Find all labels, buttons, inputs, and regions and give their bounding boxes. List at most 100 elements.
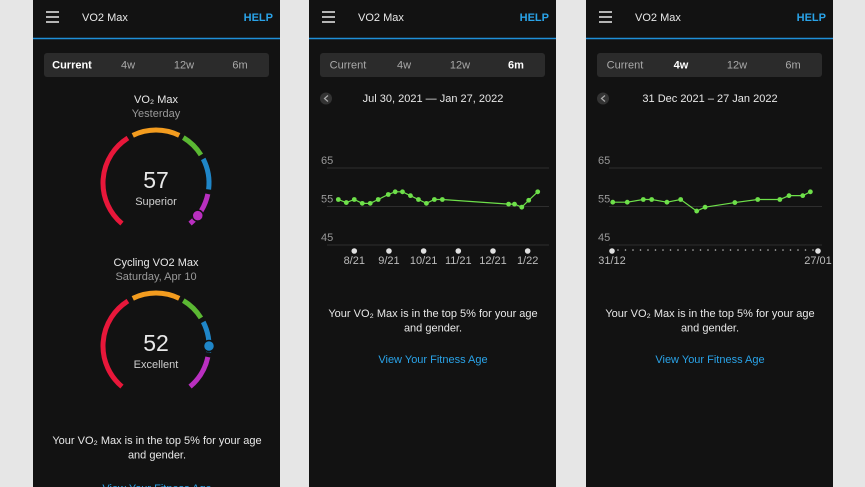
tab[interactable]: 4w <box>674 59 689 71</box>
axis-dot <box>699 249 702 251</box>
x-tick-mark <box>420 248 427 254</box>
help-button[interactable]: HELP <box>797 12 826 24</box>
data-point <box>664 199 670 205</box>
data-point <box>786 193 792 199</box>
data-point <box>439 197 445 202</box>
x-tick-mark <box>455 248 462 254</box>
axis-dot <box>684 249 687 251</box>
tab[interactable]: 6m <box>508 59 524 71</box>
y-tick-label: 55 <box>321 193 333 205</box>
gauge-subtitle: Saturday, Apr 10 <box>115 271 196 283</box>
data-point <box>385 192 391 197</box>
data-point <box>519 204 525 210</box>
back-button[interactable] <box>597 92 609 105</box>
axis-dot <box>639 249 642 251</box>
data-point <box>624 199 630 205</box>
axis-dot <box>752 249 754 251</box>
message-line: Your VO₂ Max is in the top 5% for your a… <box>605 308 814 320</box>
tab[interactable]: 6m <box>232 59 247 71</box>
data-point <box>359 200 365 206</box>
back-button[interactable] <box>320 92 332 105</box>
gauge-value: 57 <box>143 167 169 193</box>
gauge-marker <box>191 209 205 222</box>
axis-dot <box>759 249 762 251</box>
gauge-rating: Superior <box>135 196 177 208</box>
gauge-value: 52 <box>143 330 169 356</box>
data-point <box>732 200 738 205</box>
fitness-age-link[interactable]: View Your Fitness Age <box>102 483 211 487</box>
screen-background <box>586 0 833 487</box>
x-tick-mark <box>609 248 615 254</box>
x-tick-mark <box>386 248 392 254</box>
phone-screen: VO2 Max HELP Current 4w 12w 6m Jul 30, 2021 — … <box>309 0 556 487</box>
data-point <box>351 197 357 202</box>
axis-dot <box>617 249 619 251</box>
tab[interactable]: Current <box>330 59 367 71</box>
back-arrow <box>600 95 606 102</box>
gauge-subtitle: Yesterday <box>132 108 181 120</box>
data-point <box>367 200 373 206</box>
axis-dot <box>654 249 657 251</box>
data-point <box>807 189 813 195</box>
tab[interactable]: Current <box>607 59 644 71</box>
gauge-segment <box>188 193 211 226</box>
screen-background <box>33 0 280 487</box>
tab-bar <box>44 53 269 77</box>
data-point <box>392 189 398 195</box>
fitness-age-link[interactable]: View Your Fitness Age <box>655 354 764 366</box>
message-line: and gender. <box>404 322 462 334</box>
help-button[interactable]: HELP <box>520 12 549 24</box>
data-point <box>640 197 646 202</box>
axis-dot <box>729 249 732 251</box>
y-tick-label: 65 <box>321 155 333 167</box>
data-point <box>431 197 437 202</box>
data-point <box>343 200 349 205</box>
gauge-segment <box>100 135 130 226</box>
tab[interactable]: 4w <box>121 59 135 71</box>
tab[interactable]: 12w <box>450 59 470 71</box>
axis-dot <box>744 249 747 251</box>
y-tick-label: 45 <box>321 232 333 244</box>
x-tick-mark <box>524 248 531 254</box>
tab[interactable]: 4w <box>397 59 411 71</box>
gauge-rating: Excellent <box>134 359 179 371</box>
message-line: and gender. <box>128 449 186 461</box>
date-range: 31 Dec 2021 – 27 Jan 2022 <box>642 93 777 105</box>
gauge-marker <box>202 339 216 353</box>
data-point <box>512 201 517 207</box>
tab[interactable]: Current <box>52 59 92 71</box>
axis-dot <box>812 249 814 251</box>
tab[interactable]: 6m <box>785 59 800 71</box>
x-tick-label: 8/21 <box>344 255 365 267</box>
tab[interactable]: 12w <box>727 59 747 71</box>
tab[interactable]: 12w <box>174 59 194 71</box>
data-point <box>416 197 421 202</box>
axis-dot <box>789 249 792 251</box>
data-point <box>702 204 708 210</box>
date-range: Jul 30, 2021 — Jan 27, 2022 <box>363 93 504 105</box>
gauge-segment <box>181 135 204 157</box>
gauge-segment <box>200 157 212 190</box>
tab-bar <box>597 53 822 77</box>
screen-background <box>309 0 556 487</box>
x-tick-label: 27/01 <box>804 255 832 267</box>
axis-dot <box>737 249 739 251</box>
gauge-segment <box>188 356 211 389</box>
fitness-age-link[interactable]: View Your Fitness Age <box>378 354 487 366</box>
header-title: VO2 Max <box>358 12 404 24</box>
axis-dot <box>692 249 694 251</box>
gauge-segment <box>181 298 204 320</box>
data-point <box>694 208 700 214</box>
gauge-title: Cycling VO2 Max <box>114 257 199 269</box>
gauge-segment <box>131 290 181 301</box>
x-tick-label: 9/21 <box>378 255 399 267</box>
axis-dot <box>767 249 769 251</box>
help-button[interactable]: HELP <box>244 12 273 24</box>
x-tick-mark <box>490 248 496 254</box>
axis-dot <box>714 249 717 251</box>
x-tick-label: 10/21 <box>410 255 438 267</box>
axis-dot <box>624 249 627 251</box>
gauge-segment <box>131 127 181 138</box>
x-tick-label: 12/21 <box>479 255 507 267</box>
